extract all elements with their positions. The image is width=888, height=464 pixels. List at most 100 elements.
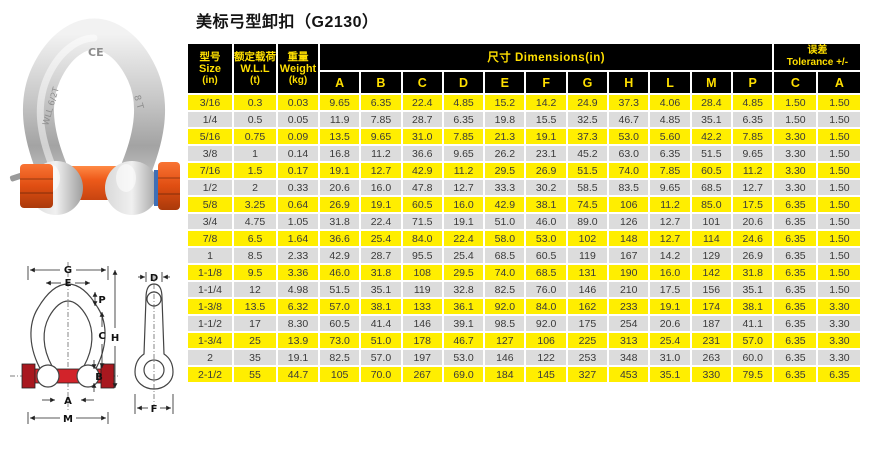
- value-cell: 60.0: [732, 350, 773, 365]
- value-cell: 25.4: [361, 231, 401, 246]
- value-cell: 45.2: [567, 146, 608, 161]
- value-cell: 7.85: [443, 129, 484, 144]
- value-cell: 146: [485, 350, 525, 365]
- value-cell: 1: [234, 146, 276, 161]
- dim-col-header: C: [402, 72, 442, 93]
- value-cell: 74.0: [609, 163, 649, 178]
- dim-col-header: E: [485, 72, 525, 93]
- value-cell: 98.5: [485, 316, 525, 331]
- value-cell: 16.8: [320, 146, 360, 161]
- value-cell: 12.7: [650, 231, 690, 246]
- value-cell: 31.8: [361, 265, 401, 280]
- value-cell: 8.5: [234, 248, 276, 263]
- value-cell: 60.5: [402, 197, 442, 212]
- value-cell: 17: [234, 316, 276, 331]
- size-cell: 7/8: [188, 231, 232, 246]
- value-cell: 95.5: [402, 248, 442, 263]
- value-cell: 0.64: [278, 197, 318, 212]
- value-cell: 53.0: [609, 129, 649, 144]
- value-cell: 4.85: [732, 95, 773, 110]
- value-cell: 41.4: [361, 316, 401, 331]
- value-cell: 12.7: [732, 180, 773, 195]
- value-cell: 6.35: [774, 197, 817, 212]
- value-cell: 253: [567, 350, 608, 365]
- value-cell: 231: [691, 333, 731, 348]
- marking-grade: 8 T: [131, 94, 145, 111]
- value-cell: 42.9: [320, 248, 360, 263]
- value-cell: 167: [609, 248, 649, 263]
- table-row: 7/8 6.5 1.64 36.6 25.4 84.0 22.4 58.0 53.0 102 148…: [188, 231, 861, 246]
- value-cell: 73.0: [320, 333, 360, 348]
- value-cell: 42.9: [485, 197, 525, 212]
- diagram-side-view: [134, 283, 174, 390]
- photo-pin-head: [154, 162, 180, 210]
- value-cell: 84.0: [526, 299, 566, 314]
- weight-label-unit: (kg): [288, 74, 308, 86]
- value-cell: 101: [691, 214, 731, 229]
- label-b: B: [95, 372, 103, 383]
- value-cell: 21.3: [485, 129, 525, 144]
- size-cell: 1-1/2: [188, 316, 232, 331]
- value-cell: 6.5: [234, 231, 276, 246]
- value-cell: 3.30: [818, 350, 861, 365]
- value-cell: 102: [567, 231, 608, 246]
- value-cell: 3.30: [818, 316, 861, 331]
- table-row: 1-1/4 12 4.98 51.5 35.1 119 32.8 82.5 76.0 146 210…: [188, 282, 861, 297]
- value-cell: 210: [609, 282, 649, 297]
- value-cell: 1.50: [818, 197, 861, 212]
- value-cell: 9.65: [361, 129, 401, 144]
- value-cell: 0.33: [278, 180, 318, 195]
- size-cell: 3/4: [188, 214, 232, 229]
- size-label-unit: (in): [202, 74, 218, 86]
- value-cell: 6.35: [732, 112, 773, 127]
- value-cell: 106: [609, 197, 649, 212]
- value-cell: 0.09: [278, 129, 318, 144]
- value-cell: 3.30: [818, 299, 861, 314]
- value-cell: 74.0: [485, 265, 525, 280]
- value-cell: 53.0: [443, 350, 484, 365]
- value-cell: 26.2: [485, 146, 525, 161]
- value-cell: 28.7: [402, 112, 442, 127]
- value-cell: 1.50: [818, 214, 861, 229]
- dimension-diagram: G E P C H B A M D F: [2, 256, 186, 440]
- value-cell: 38.1: [361, 299, 401, 314]
- value-cell: 46.0: [320, 265, 360, 280]
- value-cell: 32.5: [567, 112, 608, 127]
- value-cell: 146: [567, 282, 608, 297]
- value-cell: 19.1: [320, 163, 360, 178]
- value-cell: 0.3: [234, 95, 276, 110]
- value-cell: 71.5: [402, 214, 442, 229]
- value-cell: 1.50: [818, 231, 861, 246]
- table-row: 5/8 3.25 0.64 26.9 19.1 60.5 16.0 42.9 38.1 74.5 1…: [188, 197, 861, 212]
- size-cell: 1-3/4: [188, 333, 232, 348]
- col-header-wll: 额定载荷 W.L.L (t): [234, 44, 276, 93]
- value-cell: 35: [234, 350, 276, 365]
- value-cell: 11.2: [361, 146, 401, 161]
- value-cell: 14.2: [526, 95, 566, 110]
- value-cell: 0.14: [278, 146, 318, 161]
- value-cell: 184: [485, 367, 525, 382]
- value-cell: 57.0: [361, 350, 401, 365]
- weight-label-en: Weight: [279, 62, 317, 75]
- value-cell: 42.2: [691, 129, 731, 144]
- value-cell: 51.5: [320, 282, 360, 297]
- value-cell: 13.5: [320, 129, 360, 144]
- value-cell: 85.0: [691, 197, 731, 212]
- value-cell: 4.98: [278, 282, 318, 297]
- value-cell: 122: [526, 350, 566, 365]
- value-cell: 23.1: [526, 146, 566, 161]
- value-cell: 105: [320, 367, 360, 382]
- label-p: P: [98, 295, 105, 306]
- value-cell: 37.3: [567, 129, 608, 144]
- label-f: F: [151, 404, 158, 415]
- value-cell: 3.30: [774, 129, 817, 144]
- label-c: C: [98, 331, 105, 342]
- value-cell: 79.5: [732, 367, 773, 382]
- value-cell: 148: [609, 231, 649, 246]
- value-cell: 35.1: [650, 367, 690, 382]
- value-cell: 42.9: [402, 163, 442, 178]
- col-header-weight: 重量 Weight (kg): [278, 44, 318, 93]
- value-cell: 26.9: [320, 197, 360, 212]
- value-cell: 57.0: [732, 333, 773, 348]
- value-cell: 0.5: [234, 112, 276, 127]
